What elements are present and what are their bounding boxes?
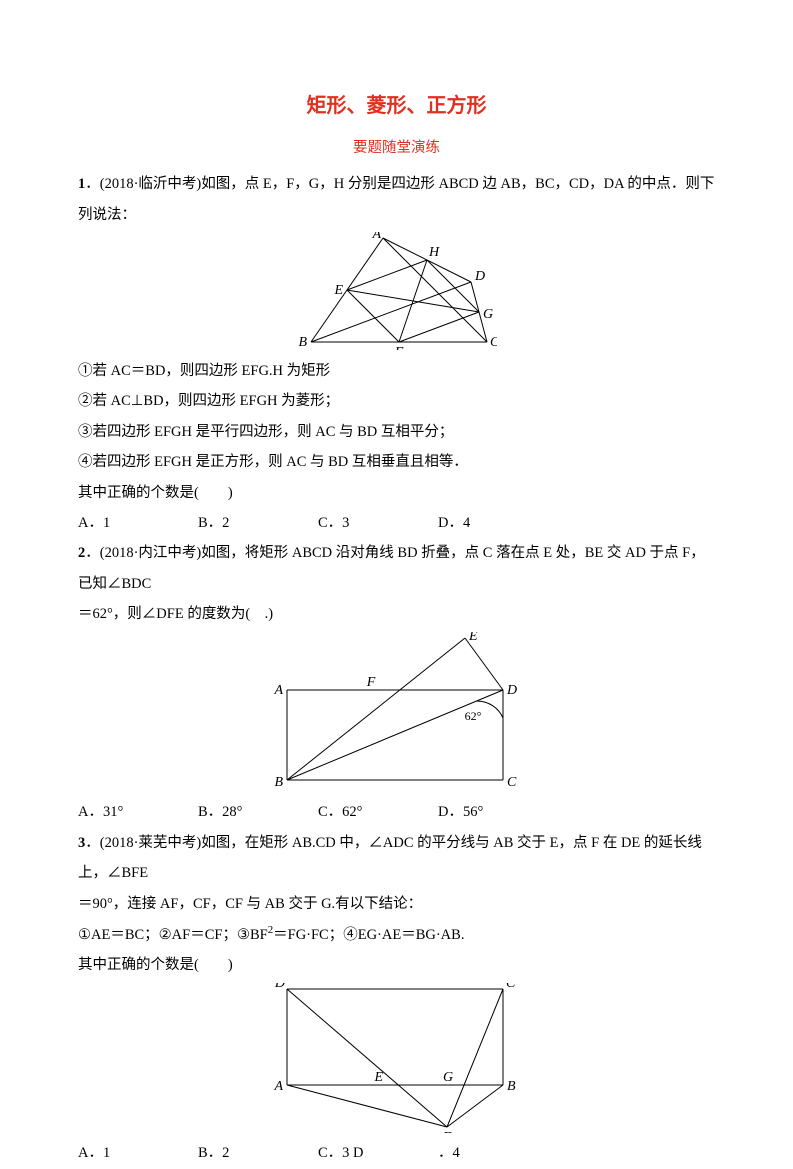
svg-text:F: F (441, 1130, 451, 1133)
svg-text:A: A (273, 1079, 283, 1094)
q3-option-d: ．4 (438, 1138, 558, 1168)
q3-s1-post: ＝FG·FC；④EG·AE＝BG·AB. (273, 927, 464, 943)
svg-text:G: G (443, 1070, 453, 1085)
q1-stmt-3: ③若四边形 EFGH 是平行四边形，则 AC 与 BD 互相平分； (78, 417, 715, 447)
svg-text:C: C (490, 335, 497, 350)
svg-text:A: A (371, 232, 381, 242)
svg-text:D: D (273, 983, 284, 991)
q3-lead: 3．(2018·莱芜中考)如图，在矩形 AB.CD 中，∠ADC 的平分线与 A… (78, 828, 715, 889)
svg-text:G: G (483, 307, 493, 322)
q2-option-c: C．62° (318, 797, 438, 827)
q1-lead: 1．(2018·临沂中考)如图，点 E，F，G，H 分别是四边形 ABCD 边 … (78, 169, 715, 230)
q3-figure: D C A B E G F (78, 983, 715, 1137)
q1-option-a: A．1 (78, 508, 198, 538)
svg-text:E: E (333, 283, 343, 298)
page-title: 矩形、菱形、正方形 (78, 85, 715, 127)
q3-option-b: B．2 (198, 1138, 318, 1168)
svg-text:D: D (506, 683, 517, 698)
svg-text:B: B (274, 775, 283, 790)
svg-text:D: D (474, 269, 485, 284)
svg-text:H: H (428, 245, 440, 260)
q1-option-b: B．2 (198, 508, 318, 538)
q3-s1-pre: ①AE＝BC；②AF＝CF；③BF (78, 927, 268, 943)
q3-ask: 其中正确的个数是( ) (78, 950, 715, 980)
q3-option-c: C．3 D (318, 1138, 438, 1168)
page-subtitle: 要题随堂演练 (78, 133, 715, 163)
q1-option-c: C．3 (318, 508, 438, 538)
svg-text:F: F (365, 675, 375, 690)
q1-stmt-1: ①若 AC＝BD，则四边形 EFG.H 为矩形 (78, 356, 715, 386)
q1-ask: 其中正确的个数是( ) (78, 478, 715, 508)
q2-option-b: B．28° (198, 797, 318, 827)
svg-text:B: B (507, 1079, 516, 1094)
q1-lead-text: ．(2018·临沂中考)如图，点 E，F，G，H 分别是四边形 ABCD 边 A… (78, 176, 714, 222)
q1-options: A．1 B．2 C．3 D．4 (78, 508, 715, 538)
q2-lead-2: ＝62°，则∠DFE 的度数为( .) (78, 599, 715, 629)
q2-option-a: A．31° (78, 797, 198, 827)
q2-option-d: D．56° (438, 797, 558, 827)
svg-text:A: A (273, 683, 283, 698)
q3-option-a: A．1 (78, 1138, 198, 1168)
q3-stmt-1: ①AE＝BC；②AF＝CF；③BF2＝FG·FC；④EG·AE＝BG·AB. (78, 919, 715, 950)
q1-stmt-2: ②若 AC⊥BD，则四边形 EFGH 为菱形； (78, 386, 715, 416)
svg-text:C: C (506, 983, 516, 991)
q1-option-d: D．4 (438, 508, 558, 538)
q1-stmt-4: ④若四边形 EFGH 是正方形，则 AC 与 BD 互相垂直且相等． (78, 447, 715, 477)
svg-text:B: B (298, 335, 307, 350)
q3-options: A．1 B．2 C．3 D ．4 (78, 1138, 715, 1168)
svg-text:F: F (393, 345, 403, 350)
q2-lead-text: ．(2018·内江中考)如图，将矩形 ABCD 沿对角线 BD 折叠，点 C 落… (78, 545, 705, 591)
q3-lead-2: ＝90°，连接 AF，CF，CF 与 AB 交于 G.有以下结论： (78, 889, 715, 919)
q2-options: A．31° B．28° C．62° D．56° (78, 797, 715, 827)
svg-text:C: C (507, 775, 517, 790)
q2-figure: 62° A D B C E F (78, 632, 715, 796)
q3-lead-text: ．(2018·莱芜中考)如图，在矩形 AB.CD 中，∠ADC 的平分线与 AB… (78, 835, 702, 881)
q2-lead: 2．(2018·内江中考)如图，将矩形 ABCD 沿对角线 BD 折叠，点 C … (78, 538, 715, 599)
q1-figure: A B C D E F G H (78, 232, 715, 354)
svg-text:62°: 62° (464, 709, 481, 723)
svg-text:E: E (468, 632, 478, 644)
svg-text:E: E (373, 1070, 383, 1085)
